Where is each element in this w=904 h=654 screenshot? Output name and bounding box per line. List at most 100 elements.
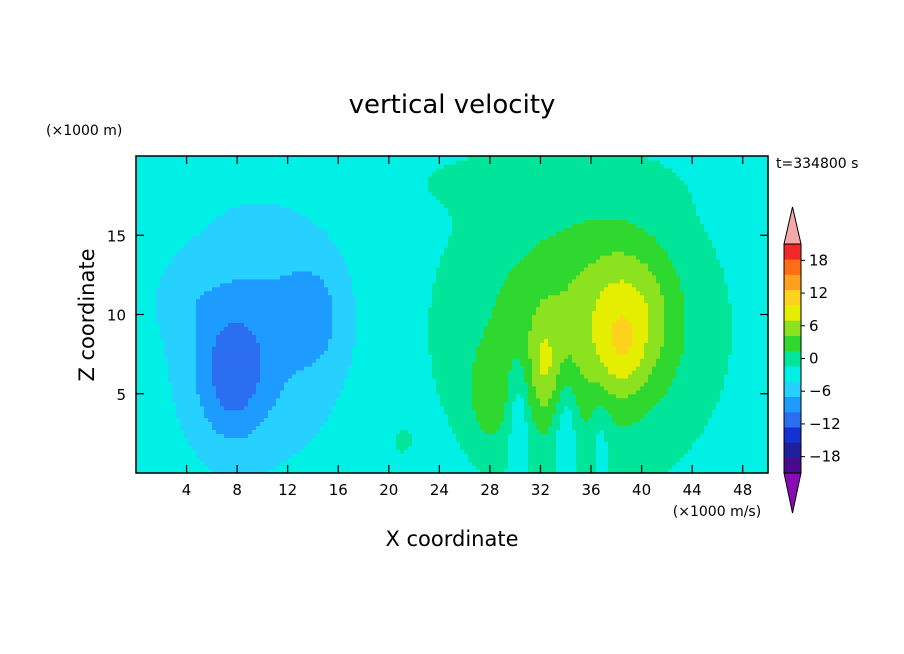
contour-cell [572,278,621,284]
contour-cell [552,358,565,363]
contour-cell [612,413,645,419]
contour-cell [428,310,493,316]
contour-cell [560,369,581,375]
contour-cell [660,282,681,288]
contour-cell [352,286,433,292]
contour-cell [700,215,769,220]
contour-cell [136,377,169,383]
contour-cell [572,421,617,427]
contour-cell [304,445,397,450]
contour-cell [320,354,353,359]
contour-cell [648,326,665,331]
contour-cell [592,413,613,419]
contour-cell [136,437,189,442]
contour-cell [196,381,213,387]
contour-cell [428,183,689,189]
contour-cell [552,362,561,367]
contour-cell [720,259,769,264]
contour-cell [168,369,197,375]
chart-title: vertical velocity [349,90,556,120]
contour-cell [532,366,541,371]
colorbar-under-triangle [783,472,802,514]
y-tick-label: 15 [107,227,126,245]
contour-cell [208,417,265,423]
contour-cell [556,401,577,407]
contour-cell [716,251,769,256]
contour-cell [636,286,661,292]
contour-cell [648,409,713,415]
contour-cell [540,346,553,351]
contour-cell [692,191,769,197]
contour-cell [156,302,197,308]
contour-cell [576,401,657,407]
contour-cell [508,369,525,375]
contour-cell [228,207,293,213]
contour-cell [596,465,609,470]
contour-cell [656,401,717,407]
contour-cell [516,397,525,403]
contour-cell [164,346,197,351]
contour-cell [536,389,553,395]
contour-cell [632,421,709,427]
contour-cell [684,298,729,304]
contour-cell [328,342,357,347]
contour-cell [428,334,485,339]
contour-cell [604,286,637,292]
contour-cell [592,314,621,320]
contour-cell [512,362,521,367]
contour-cell [280,274,321,280]
contour-cell [352,354,433,359]
contour-cell [228,322,245,327]
contour-cell [528,381,533,387]
contour-cell [448,207,697,213]
contour-cell [588,417,613,423]
contour-cell [156,314,197,320]
contour-cell [528,445,557,450]
contour-cell [548,425,561,431]
x-tick-label: 36 [581,481,600,499]
contour-cell [204,227,325,232]
contour-cell [608,461,677,466]
contour-cell [216,215,309,220]
contour-cell [196,310,333,316]
contour-cell [136,159,457,165]
contour-cell [476,354,529,359]
contour-cell [460,441,509,446]
contour-cell [644,227,705,232]
contour-cell [212,373,261,379]
contour-cell [672,259,721,264]
contour-cell [524,401,529,407]
contour-cell [304,366,349,371]
contour-cell [528,338,545,343]
contour-cell [560,393,577,399]
contour-cell [660,354,681,359]
contour-cell [332,322,357,327]
contour-cell [576,274,657,280]
contour-cell [684,334,733,339]
contour-cell [136,350,165,355]
contour-cell [468,156,649,161]
contour-cell [596,346,617,351]
contour-cell [724,381,769,387]
contour-cell [556,441,577,446]
contour-cell [232,278,325,284]
contour-cell [256,338,329,343]
contour-cell [576,433,597,438]
x-axis-title: X coordinate [385,527,518,551]
contour-cell [280,461,473,466]
contour-cell [664,306,685,312]
contour-cell [652,369,677,375]
contour-cell [136,358,169,363]
contour-cell [664,330,685,335]
contour-cell [180,425,213,431]
y-unit-label: (×1000 m) [46,123,122,139]
contour-cell [136,187,429,193]
contour-cell [608,409,649,415]
contour-cell [728,369,769,375]
contour-cell [300,211,449,217]
contour-cell [640,417,709,423]
contour-cell [480,342,529,347]
contour-cell [596,306,649,312]
contour-cell [476,350,529,355]
contour-cell [136,290,157,296]
